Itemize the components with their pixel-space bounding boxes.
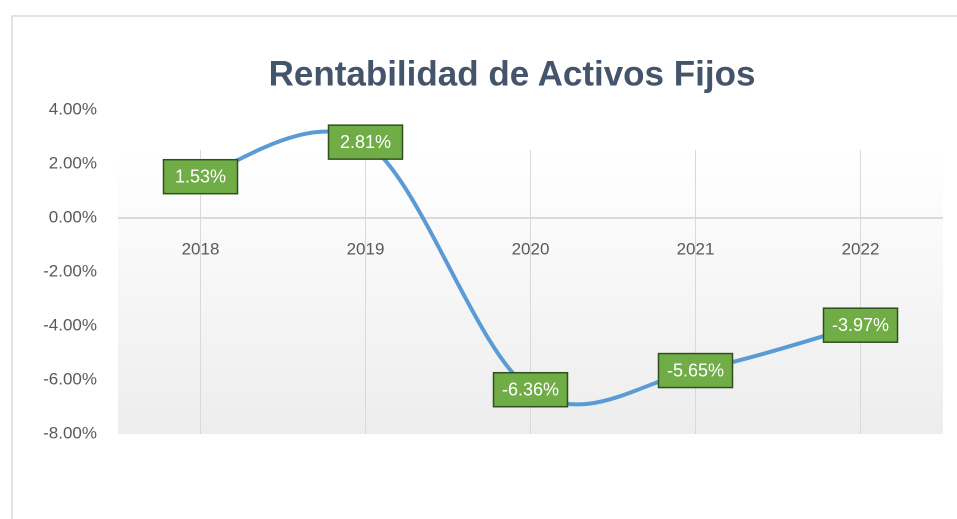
chart-frame — [11, 15, 957, 519]
chart-title: Rentabilidad de Activos Fijos — [269, 54, 756, 93]
x-tick-label: 2021 — [677, 239, 715, 258]
x-tick-label: 2018 — [182, 239, 220, 258]
data-label: -6.36% — [502, 379, 559, 399]
x-tick-label: 2019 — [347, 239, 385, 258]
y-tick-label: -4.00% — [43, 315, 97, 334]
data-label: 1.53% — [175, 166, 226, 186]
data-label-box — [162, 158, 239, 195]
data-label: 2.81% — [340, 132, 391, 152]
y-tick-label: -2.00% — [43, 261, 97, 280]
x-tick-label: 2020 — [512, 239, 550, 258]
data-label-box — [657, 352, 734, 389]
data-label-box — [327, 124, 404, 160]
y-tick-label: 0.00% — [49, 207, 97, 226]
data-label-box — [492, 371, 569, 408]
y-tick-label: -8.00% — [43, 423, 97, 442]
y-tick-label: 2.00% — [49, 153, 97, 172]
x-tick-label: 2022 — [842, 239, 880, 258]
data-label-box — [822, 307, 899, 343]
y-tick-label: 4.00% — [49, 99, 97, 118]
y-tick-label: -6.00% — [43, 369, 97, 388]
data-label: -5.65% — [667, 360, 724, 380]
data-label: -3.97% — [832, 315, 889, 335]
